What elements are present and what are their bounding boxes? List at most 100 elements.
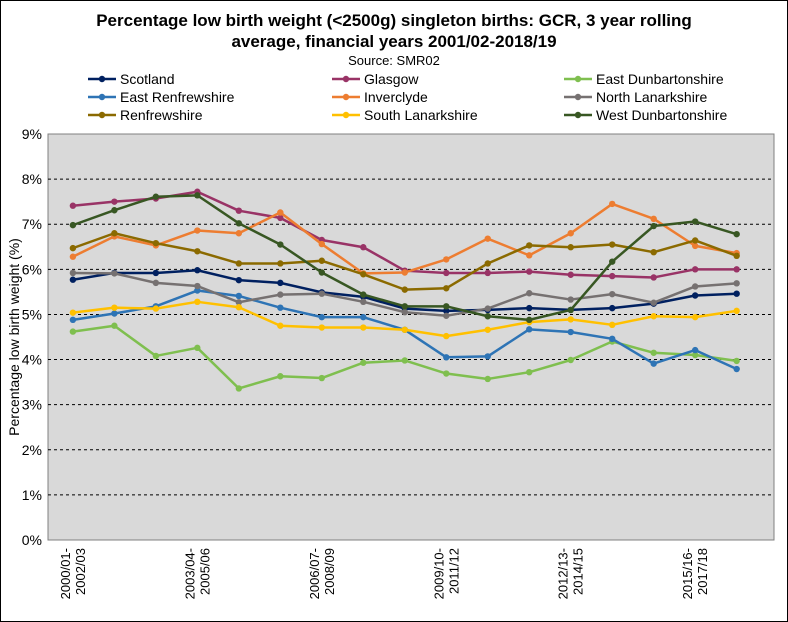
data-point-scotland	[733, 290, 740, 297]
chart-source: Source: SMR02	[348, 53, 440, 68]
legend-label: South Lanarkshire	[364, 107, 478, 123]
x-tick-label-line2: 2017/18	[695, 548, 710, 595]
data-point-north-lanarkshire	[650, 299, 657, 306]
data-point-renfrewshire	[401, 286, 408, 293]
x-tick-label: 2003/04- 2005/06	[182, 548, 212, 599]
data-point-east-dunbartonshire	[691, 351, 699, 359]
legend-marker	[574, 93, 582, 101]
data-point-renfrewshire	[526, 242, 533, 249]
data-point-west-dunbartonshire	[69, 221, 77, 229]
x-tick-label-line2: 2014/15	[571, 548, 586, 595]
legend-item-renfrewshire: Renfrewshire	[88, 107, 203, 123]
data-point-north-lanarkshire	[318, 290, 326, 297]
data-point-east-dunbartonshire	[443, 370, 450, 377]
plot-area	[47, 133, 775, 541]
data-point-south-lanarkshire	[111, 304, 118, 311]
data-point-glasgow	[650, 274, 657, 281]
legend-label: Inverclyde	[364, 89, 428, 105]
data-point-scotland	[235, 276, 243, 284]
data-point-renfrewshire	[277, 260, 284, 267]
data-point-scotland	[691, 292, 699, 299]
data-point-north-lanarkshire	[484, 305, 491, 312]
data-point-east-dunbartonshire	[235, 385, 243, 392]
legend-label: North Lanarkshire	[596, 89, 707, 105]
x-tick-label-line2: 2008/09	[322, 548, 337, 595]
data-point-east-renfrewshire	[691, 346, 699, 354]
y-tick-label: 1%	[22, 487, 42, 503]
data-point-north-lanarkshire	[360, 298, 367, 306]
series-lines	[69, 188, 740, 392]
data-point-renfrewshire	[650, 248, 657, 256]
data-point-north-lanarkshire	[277, 291, 284, 298]
legend-item-scotland: Scotland	[88, 71, 174, 87]
x-tick-label-line1: 2000/01-	[58, 548, 73, 599]
data-point-east-renfrewshire	[484, 353, 491, 360]
data-point-east-dunbartonshire	[111, 322, 118, 329]
data-point-renfrewshire	[484, 260, 491, 267]
data-point-east-dunbartonshire	[650, 349, 657, 356]
data-point-west-dunbartonshire	[650, 222, 657, 230]
legend-marker	[342, 111, 350, 119]
x-tick-label-line1: 2009/10-	[431, 548, 446, 599]
data-point-south-lanarkshire	[443, 332, 450, 340]
data-point-glasgow	[277, 214, 284, 222]
x-tick-label-line1: 2003/04-	[182, 548, 197, 599]
data-point-glasgow	[69, 202, 77, 209]
data-point-east-dunbartonshire	[69, 328, 77, 335]
data-point-east-renfrewshire	[526, 326, 533, 333]
data-point-north-lanarkshire	[733, 280, 740, 287]
data-point-west-dunbartonshire	[152, 193, 160, 200]
data-point-east-renfrewshire	[443, 354, 450, 361]
data-point-west-dunbartonshire	[360, 291, 367, 298]
data-point-north-lanarkshire	[401, 308, 408, 316]
data-point-west-dunbartonshire	[235, 220, 243, 227]
legend-marker	[574, 75, 582, 83]
data-point-scotland	[443, 307, 450, 315]
data-point-scotland	[69, 276, 77, 283]
data-point-west-dunbartonshire	[567, 306, 574, 314]
data-point-east-renfrewshire	[360, 313, 367, 321]
data-point-north-lanarkshire	[194, 282, 201, 290]
data-point-west-dunbartonshire	[733, 230, 740, 238]
legend-item-east-dunbartonshire: East Dunbartonshire	[564, 71, 724, 87]
data-point-renfrewshire	[194, 248, 201, 255]
legend-label: Renfrewshire	[120, 107, 203, 123]
data-point-east-dunbartonshire	[277, 373, 284, 380]
y-tick-label: 5%	[22, 306, 42, 322]
data-point-renfrewshire	[733, 252, 740, 259]
y-axis-label: Percentage low birth weight (%)	[6, 238, 22, 436]
data-point-west-dunbartonshire	[194, 192, 201, 199]
legend-item-east-renfrewshire: East Renfrewshire	[88, 89, 235, 105]
data-point-south-lanarkshire	[609, 321, 616, 329]
data-point-east-renfrewshire	[567, 328, 574, 336]
y-tick-label: 4%	[22, 352, 42, 368]
legend-marker	[342, 93, 350, 101]
data-point-scotland	[152, 269, 160, 277]
data-point-glasgow	[484, 269, 491, 277]
data-point-east-renfrewshire	[609, 335, 616, 343]
data-point-east-dunbartonshire	[567, 356, 574, 364]
data-point-south-lanarkshire	[360, 324, 367, 331]
data-point-east-renfrewshire	[318, 313, 326, 321]
data-point-north-lanarkshire	[111, 270, 118, 277]
legend-marker	[98, 111, 106, 119]
legend-item-glasgow: Glasgow	[332, 71, 419, 87]
data-point-inverclyde	[69, 253, 77, 260]
x-tick-label-line1: 2015/16-	[680, 548, 695, 599]
data-point-south-lanarkshire	[235, 304, 243, 311]
data-point-inverclyde	[235, 230, 243, 237]
y-axis-ticks: 0% 1% 2% 3% 4% 5% 6% 7% 8% 9%	[22, 126, 42, 548]
data-point-east-dunbartonshire	[360, 359, 367, 366]
data-point-east-renfrewshire	[277, 304, 284, 311]
legend-label: East Renfrewshire	[120, 89, 235, 105]
data-point-east-renfrewshire	[733, 365, 740, 373]
data-point-north-lanarkshire	[526, 290, 533, 297]
data-point-north-lanarkshire	[69, 269, 77, 277]
data-point-scotland	[609, 304, 616, 312]
data-point-west-dunbartonshire	[526, 316, 533, 324]
y-tick-label: 8%	[22, 171, 42, 187]
data-point-renfrewshire	[318, 257, 326, 264]
data-point-east-renfrewshire	[111, 310, 118, 317]
legend-label: West Dunbartonshire	[596, 107, 727, 123]
